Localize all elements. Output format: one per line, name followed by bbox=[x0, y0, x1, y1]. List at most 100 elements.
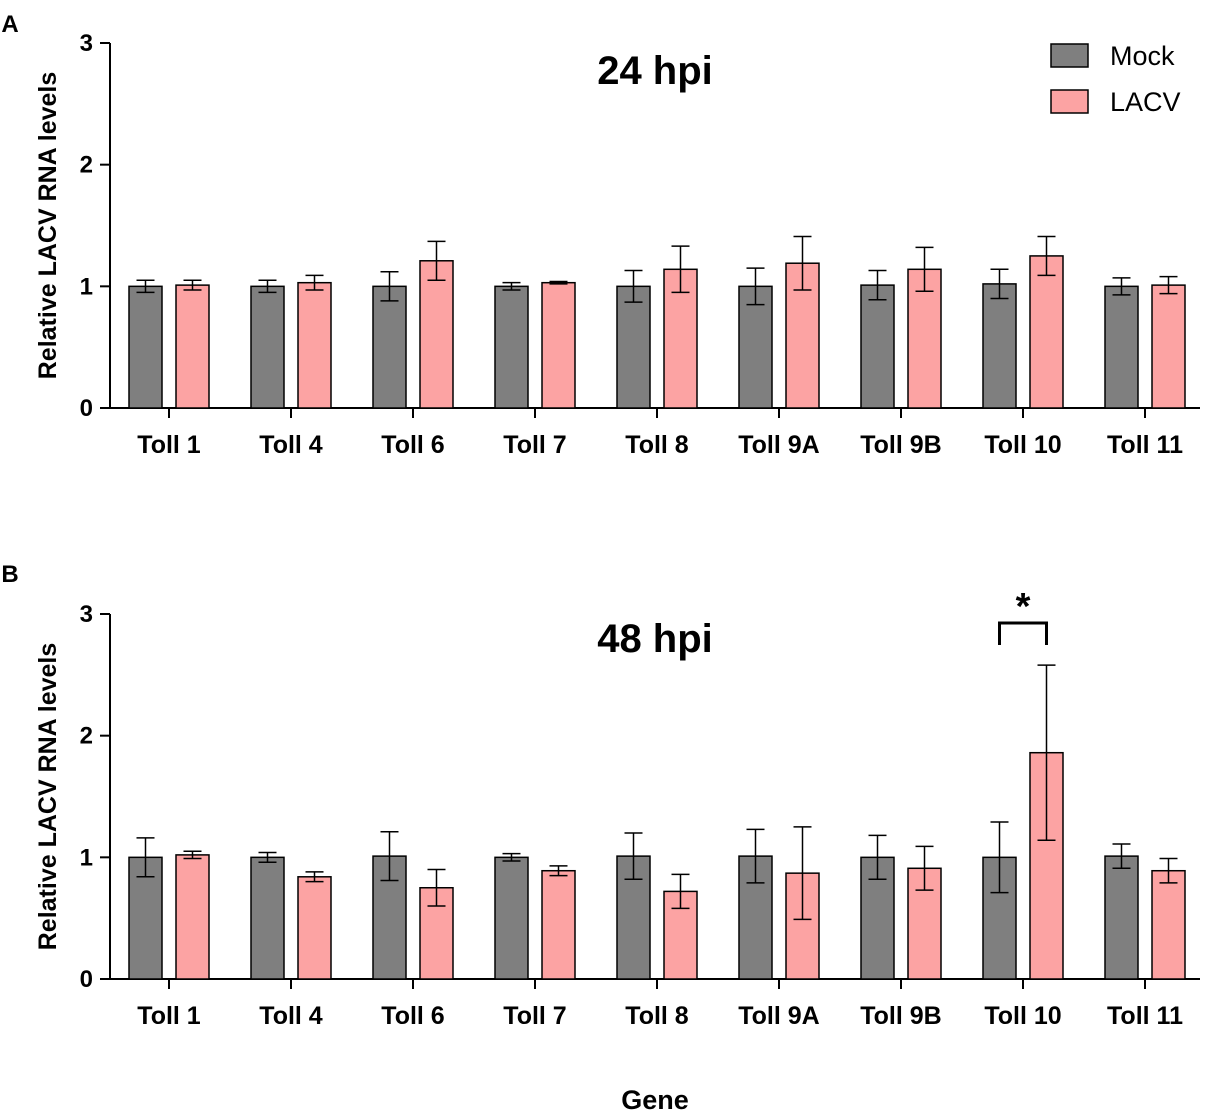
error-bar bbox=[1112, 843, 1131, 870]
error-bar bbox=[183, 850, 202, 860]
x-tick-label: Toll 11 bbox=[1107, 1002, 1183, 1030]
x-tick-label: Toll 7 bbox=[503, 431, 566, 459]
panel-label: A bbox=[1, 11, 18, 38]
bar-lacv bbox=[1151, 869, 1186, 980]
bar-lacv bbox=[663, 890, 698, 980]
chart-title: 48 hpi bbox=[597, 617, 713, 661]
error-bar bbox=[990, 821, 1009, 894]
x-tick-label: Toll 7 bbox=[503, 1002, 566, 1030]
error-bar bbox=[1037, 664, 1056, 842]
bar-mock bbox=[128, 856, 163, 980]
chart-title: 24 hpi bbox=[597, 49, 713, 93]
error-bar bbox=[183, 279, 202, 291]
x-tick-label: Toll 4 bbox=[259, 431, 323, 459]
bar-mock bbox=[494, 285, 529, 409]
bar-lacv bbox=[297, 281, 332, 409]
panel-a: A 24 hpi Relative LACV RNA levels 0 1 2 3 Toll … bbox=[1, 11, 1200, 459]
x-tick-label: Toll 8 bbox=[625, 431, 689, 459]
y-tick-label: 1 bbox=[80, 273, 93, 300]
panel-b: B 48 hpi Relative LACV RNA levels 0 1 2 3 Toll … bbox=[1, 561, 1200, 1030]
error-bar bbox=[624, 269, 643, 303]
error-bar bbox=[502, 281, 521, 291]
bar-lacv bbox=[907, 268, 942, 409]
bar-lacv bbox=[541, 869, 576, 980]
y-tick-label: 1 bbox=[80, 844, 93, 871]
error-bar bbox=[380, 270, 399, 302]
x-tick-label: Toll 11 bbox=[1107, 431, 1183, 459]
bar-lacv bbox=[175, 854, 210, 980]
bar-mock bbox=[860, 284, 895, 409]
bar-mock bbox=[738, 285, 773, 409]
bar-lacv bbox=[541, 281, 576, 409]
error-bar bbox=[868, 269, 887, 301]
error-bar bbox=[990, 268, 1009, 300]
x-tick-label: Toll 6 bbox=[381, 431, 444, 459]
panel-label: B bbox=[1, 561, 18, 588]
bar-mock bbox=[1104, 285, 1139, 409]
error-bar bbox=[427, 240, 446, 281]
x-tick-label: Toll 1 bbox=[137, 431, 201, 459]
error-bar bbox=[1037, 235, 1056, 277]
x-tick-label: Toll 9A bbox=[738, 1002, 819, 1030]
bar-lacv bbox=[1029, 255, 1064, 409]
error-bar bbox=[671, 873, 690, 910]
x-tick-label: Toll 8 bbox=[625, 1002, 689, 1030]
x-tick-label: Toll 9A bbox=[738, 431, 819, 459]
error-bar bbox=[1112, 277, 1131, 296]
error-bar bbox=[380, 831, 399, 882]
bar-mock bbox=[372, 285, 407, 409]
y-tick-label: 0 bbox=[80, 966, 93, 993]
y-axis-title: Relative LACV RNA levels bbox=[34, 72, 62, 380]
error-bar bbox=[1159, 857, 1178, 884]
legend-swatch-mock bbox=[1050, 43, 1089, 68]
y-tick-label: 3 bbox=[80, 30, 93, 57]
x-tick-label: Toll 10 bbox=[984, 431, 1061, 459]
bar-mock bbox=[494, 856, 529, 980]
y-tick-label: 2 bbox=[80, 152, 93, 179]
x-tick-label: Toll 10 bbox=[984, 1002, 1061, 1030]
significance-star: * bbox=[1016, 586, 1031, 628]
bar-lacv bbox=[419, 260, 454, 409]
significance-bracket bbox=[998, 621, 1048, 645]
error-bar bbox=[305, 274, 324, 291]
error-bar bbox=[136, 279, 155, 294]
y-tick-label: 3 bbox=[80, 601, 93, 628]
x-tick-label: Toll 1 bbox=[137, 1002, 201, 1030]
error-bar bbox=[549, 280, 568, 285]
error-bar bbox=[136, 837, 155, 878]
error-bar bbox=[793, 235, 812, 291]
bar-lacv bbox=[297, 876, 332, 980]
legend-label-mock: Mock bbox=[1110, 41, 1175, 71]
y-tick-label: 2 bbox=[80, 723, 93, 750]
y-tick-label: 0 bbox=[80, 395, 93, 422]
error-bar bbox=[624, 832, 643, 880]
bar-mock bbox=[616, 285, 651, 409]
error-bar bbox=[915, 845, 934, 891]
error-bar bbox=[746, 267, 765, 306]
error-bar bbox=[746, 828, 765, 884]
error-bar bbox=[258, 279, 277, 294]
bar-lacv bbox=[175, 284, 210, 409]
error-bar bbox=[427, 868, 446, 907]
error-bar bbox=[868, 834, 887, 880]
error-bar bbox=[258, 851, 277, 863]
legend-swatch-lacv bbox=[1050, 89, 1089, 114]
legend-label-lacv: LACV bbox=[1110, 87, 1181, 117]
bar-mock bbox=[1104, 855, 1139, 980]
error-bar bbox=[671, 245, 690, 294]
x-tick-label: Toll 4 bbox=[259, 1002, 323, 1030]
error-bar bbox=[502, 852, 521, 862]
x-tick-label: Toll 6 bbox=[381, 1002, 444, 1030]
bar-mock bbox=[250, 285, 285, 409]
x-tick-label: Toll 9B bbox=[860, 1002, 941, 1030]
error-bar bbox=[915, 246, 934, 292]
error-bar bbox=[305, 871, 324, 883]
bar-mock bbox=[982, 283, 1017, 409]
y-axis-title: Relative LACV RNA levels bbox=[34, 643, 62, 951]
bar-mock bbox=[128, 285, 163, 409]
bar-mock bbox=[250, 856, 285, 980]
x-tick-label: Toll 9B bbox=[860, 431, 941, 459]
bar-lacv bbox=[1151, 284, 1186, 409]
legend: Mock LACV bbox=[1050, 41, 1181, 117]
